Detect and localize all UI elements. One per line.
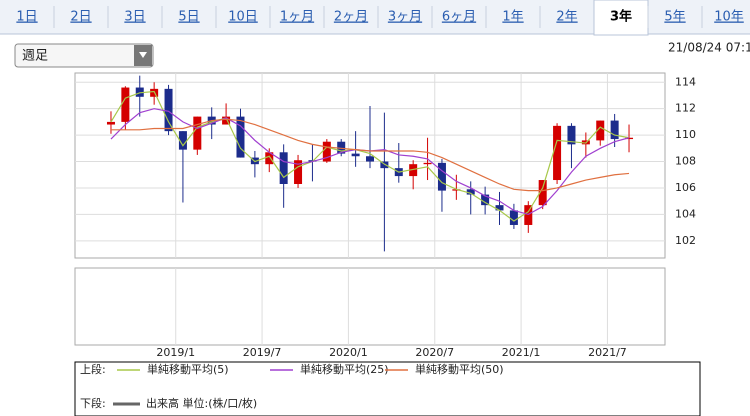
tab[interactable]: 2日 [70,6,109,28]
tab-label[interactable]: 10日 [228,10,258,25]
period-select[interactable]: 週足 [14,43,154,68]
legend-label: 単純移動平均(50) [415,362,504,376]
legend-upper-label: 上段: [80,362,106,376]
tab-label[interactable]: 1日 [16,10,37,25]
x-tick-label: 2019/1 [156,346,195,359]
timestamp: 21/08/24 07:1 [668,41,750,55]
select-box[interactable] [14,43,154,68]
candle-body [265,152,274,165]
tab-label[interactable]: 3日 [124,10,145,25]
y-tick-label: 110 [675,128,696,141]
candle-body [366,156,374,162]
tab[interactable]: 1年 [502,6,541,28]
candle-body [322,141,331,162]
tab-label[interactable]: 2年 [556,10,577,25]
candle-body [121,87,130,122]
candle-body [351,153,360,157]
candle-body [294,160,303,184]
candle-body [610,120,619,140]
lower-panel [74,267,666,346]
candle-body [509,210,518,225]
select-value: 週足 [22,49,48,64]
candle-body [538,180,547,206]
candle-body [164,88,173,132]
candle-body [279,152,288,184]
legend-volume-label: 出来高 単位:(株/口/枚) [146,396,257,410]
tab-label[interactable]: 10年 [714,10,744,25]
candle-body [222,116,231,125]
tab-label[interactable]: 6ヶ月 [442,10,476,25]
candle-body [423,162,432,165]
candle-body [625,137,634,140]
x-tick-label: 2021/1 [502,346,541,359]
tab[interactable]: 3年 [593,0,649,36]
tab[interactable]: 3ヶ月 [388,6,433,28]
candle-body [466,189,475,195]
y-tick-label: 102 [675,234,696,247]
tab-label[interactable]: 5年 [664,10,685,25]
tab[interactable]: 10日 [228,6,271,28]
tab[interactable]: 2ヶ月 [334,6,379,28]
y-tick-label: 108 [675,155,696,168]
x-tick-label: 2019/7 [243,346,282,359]
candle-body [437,162,446,191]
y-tick-label: 106 [675,181,696,194]
tab-label[interactable]: 3ヶ月 [388,10,422,25]
tab-label[interactable]: 3年 [610,9,632,25]
candle-body [452,189,461,191]
candle-body [495,205,504,211]
tab[interactable]: 5年 [664,6,703,28]
tab-selected-bg [593,0,649,36]
tab[interactable]: 1日 [16,6,55,28]
y-tick-label: 104 [675,207,696,220]
tab[interactable]: 10年 [714,6,750,28]
candle-body [567,125,576,145]
x-tick-label: 2020/1 [329,346,368,359]
moving-average-line [110,90,630,222]
y-tick-label: 114 [675,75,696,88]
tab-label[interactable]: 2ヶ月 [334,10,368,25]
legend-box [74,361,701,416]
candle-body [553,125,562,181]
legend-label: 単純移動平均(5) [147,362,229,376]
candle-body [106,121,115,125]
candle-body [193,116,202,150]
candle-body [596,120,605,141]
candle-body [409,164,418,177]
candle-body [135,87,144,97]
legend-lower-label: 下段: [80,396,106,410]
moving-average-line [110,118,630,192]
tab-label[interactable]: 1ヶ月 [280,10,314,25]
tab[interactable]: 5日 [178,6,217,28]
tab[interactable]: 6ヶ月 [442,6,487,28]
x-tick-label: 2021/7 [588,346,627,359]
tab[interactable]: 3日 [124,6,163,28]
tab[interactable]: 1ヶ月 [280,6,325,28]
candle-body [178,131,187,150]
y-tick-label: 112 [675,102,696,115]
candle-body [481,194,490,206]
candle-body [337,141,346,154]
x-tick-label: 2020/7 [415,346,454,359]
select-arrow [139,52,147,58]
tab-label[interactable]: 2日 [70,10,91,25]
candle-body [524,205,533,225]
tab-label[interactable]: 1年 [502,10,523,25]
legend-label: 単純移動平均(25) [300,362,389,376]
candle-body [236,116,245,158]
tab-label[interactable]: 5日 [178,10,199,25]
